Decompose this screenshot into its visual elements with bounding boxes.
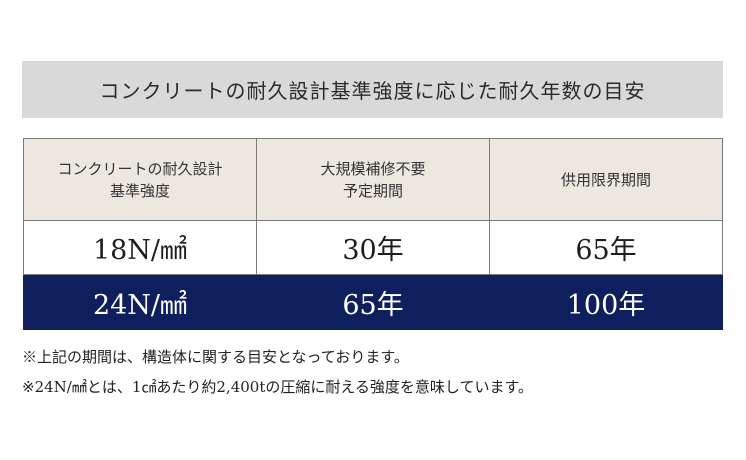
- header-design-strength-line2: 基準強度: [109, 181, 170, 200]
- durability-table: コンクリートの耐久設計 基準強度 大規模補修不要 予定期間 供用限界期間 18N…: [23, 138, 723, 330]
- header-design-strength-line1: コンクリートの耐久設計: [57, 159, 223, 178]
- header-no-major-repair-line1: 大規模補修不要: [320, 159, 426, 178]
- table-header-row: コンクリートの耐久設計 基準強度 大規模補修不要 予定期間 供用限界期間: [23, 138, 723, 221]
- header-design-strength: コンクリートの耐久設計 基準強度: [23, 138, 257, 221]
- cell-repair-period: 30年: [256, 220, 490, 275]
- table-row-highlighted: 24N/㎟ 65年 100年: [23, 274, 723, 330]
- header-no-major-repair-line2: 予定期間: [342, 181, 403, 200]
- table-row: 18N/㎟ 30年 65年: [23, 220, 723, 275]
- cell-strength: 24N/㎟: [23, 274, 257, 330]
- cell-repair-period: 65年: [256, 274, 490, 330]
- footnote-period: ※上記の期間は、構造体に関する目安となっております。: [22, 348, 409, 366]
- cell-strength: 18N/㎟: [23, 220, 257, 275]
- footnote-strength: ※24N/㎟とは、1㎠あたり約2,400tの圧縮に耐える強度を意味しています。: [22, 378, 533, 396]
- cell-service-limit: 100年: [489, 274, 723, 330]
- page-title: コンクリートの耐久設計基準強度に応じた耐久年数の目安: [22, 61, 723, 118]
- header-service-limit-period: 供用限界期間: [489, 138, 723, 221]
- cell-service-limit: 65年: [489, 220, 723, 275]
- header-no-major-repair-period: 大規模補修不要 予定期間: [256, 138, 490, 221]
